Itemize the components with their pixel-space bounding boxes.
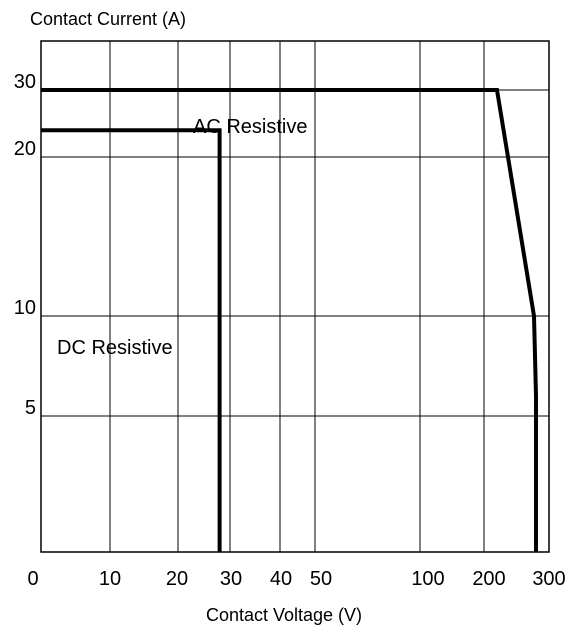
x-tick-label: 30 xyxy=(220,568,242,590)
series-label-ac-resistive: AC Resistive xyxy=(193,116,307,138)
x-tick-label: 0 xyxy=(27,568,38,590)
y-tick-label: 5 xyxy=(25,397,36,419)
x-tick-labels: 0 10 20 30 40 50 100 200 300 xyxy=(27,568,565,590)
x-tick-label: 100 xyxy=(411,568,444,590)
x-tick-label: 10 xyxy=(99,568,121,590)
y-axis-label: Contact Current (A) xyxy=(30,9,186,29)
y-tick-label: 10 xyxy=(14,297,36,319)
y-tick-labels: 5 10 20 30 xyxy=(14,71,36,419)
series-labels: AC Resistive DC Resistive xyxy=(57,116,307,359)
x-tick-label: 40 xyxy=(270,568,292,590)
y-tick-label: 30 xyxy=(14,71,36,93)
series-layer xyxy=(41,88,538,552)
series-label-dc-resistive: DC Resistive xyxy=(57,337,173,359)
plot-frame xyxy=(40,40,550,553)
x-tick-label: 300 xyxy=(532,568,565,590)
x-axis-label: Contact Voltage (V) xyxy=(206,605,362,625)
series-line-ac-resistive xyxy=(41,88,538,552)
series-line-dc-resistive xyxy=(41,128,222,552)
x-tick-label: 50 xyxy=(310,568,332,590)
x-tick-label: 200 xyxy=(472,568,505,590)
y-tick-label: 20 xyxy=(14,138,36,160)
x-tick-label: 20 xyxy=(166,568,188,590)
